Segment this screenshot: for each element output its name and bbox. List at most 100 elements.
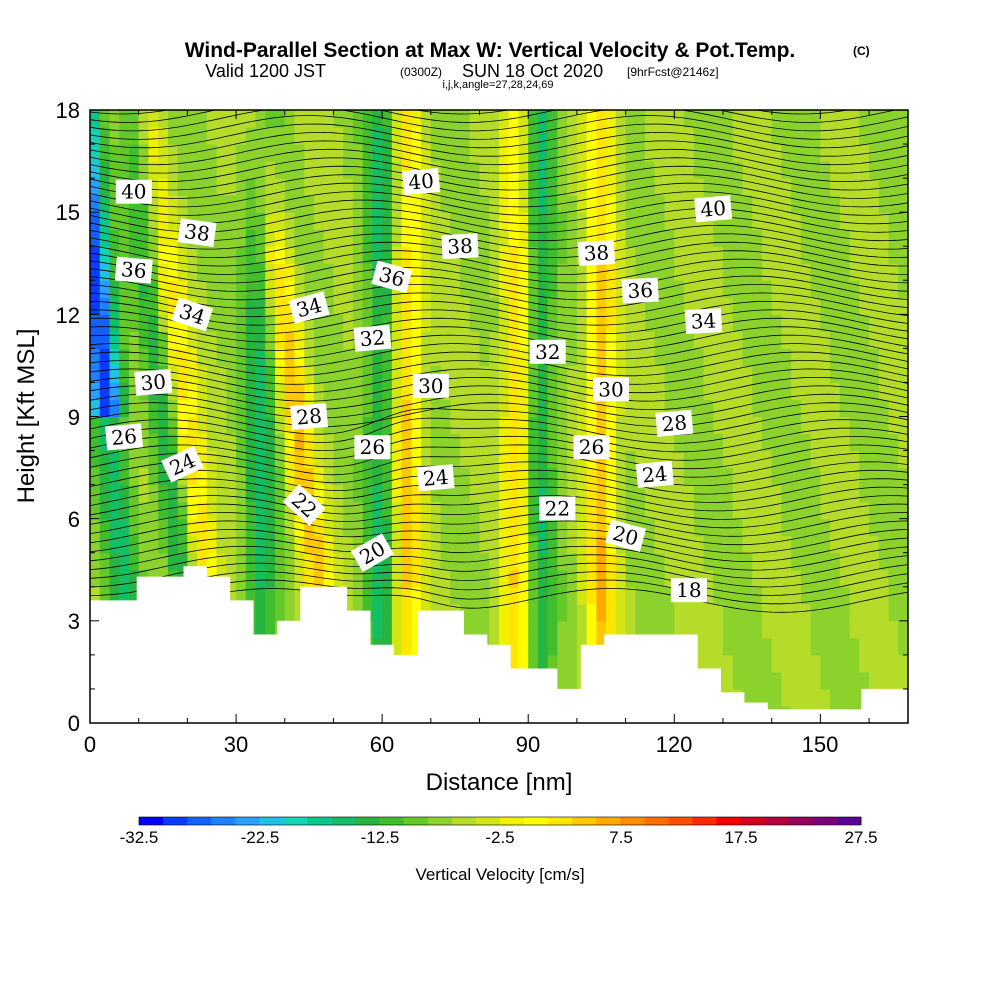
velocity-cell <box>615 161 627 179</box>
velocity-cell <box>275 518 286 537</box>
velocity-cell <box>391 365 403 384</box>
velocity-cell <box>898 654 908 673</box>
colorbar-ticks: -32.5 -22.5 -12.5 -2.5 7.5 17.5 27.5 <box>120 828 878 847</box>
velocity-cell <box>800 161 812 179</box>
velocity-cell <box>362 416 374 435</box>
velocity-cell <box>898 399 908 418</box>
velocity-cell <box>761 484 773 503</box>
velocity-cell <box>265 110 276 128</box>
velocity-cell <box>654 229 666 247</box>
velocity-cell <box>460 382 471 401</box>
velocity-cell <box>508 314 520 332</box>
velocity-cell <box>830 399 841 418</box>
velocity-cell <box>771 314 783 332</box>
velocity-cell <box>722 569 734 588</box>
velocity-cell <box>839 688 851 707</box>
velocity-cell <box>421 263 432 281</box>
velocity-cell <box>158 331 169 349</box>
velocity-cell <box>158 348 169 367</box>
velocity-cell <box>771 620 783 639</box>
velocity-cell <box>849 603 860 622</box>
velocity-cell <box>265 484 276 503</box>
velocity-cell <box>362 178 374 196</box>
velocity-cell <box>294 144 305 162</box>
velocity-cell <box>352 484 364 503</box>
velocity-cell <box>684 144 695 162</box>
velocity-cell <box>460 365 471 384</box>
contour-label-box <box>177 218 217 247</box>
velocity-cell <box>752 297 763 315</box>
velocity-cell <box>352 229 364 247</box>
theta-contour <box>90 174 908 199</box>
velocity-cell <box>869 263 880 281</box>
velocity-cell <box>323 280 335 298</box>
velocity-cell <box>810 688 821 707</box>
velocity-cell <box>352 569 364 588</box>
velocity-cell <box>440 569 451 588</box>
velocity-cell <box>567 348 578 367</box>
velocity-cell <box>90 144 101 162</box>
velocity-cell <box>645 127 656 145</box>
velocity-cell <box>732 195 744 213</box>
velocity-cell <box>206 314 218 332</box>
velocity-cell <box>294 552 305 571</box>
velocity-cell <box>664 603 675 622</box>
velocity-cell <box>537 586 549 605</box>
velocity-cell <box>859 399 870 418</box>
velocity-cell <box>284 212 296 230</box>
velocity-cell <box>849 263 860 281</box>
velocity-cell <box>830 586 841 605</box>
velocity-cell <box>411 229 422 247</box>
velocity-cell <box>693 654 705 673</box>
velocity-cell <box>878 552 890 571</box>
y-tick-label: 15 <box>56 200 80 225</box>
velocity-cell <box>411 195 422 213</box>
velocity-cell <box>236 246 247 264</box>
velocity-cell <box>313 331 325 349</box>
velocity-cell <box>177 535 188 554</box>
velocity-cell <box>537 518 549 537</box>
velocity-cell <box>820 161 831 179</box>
velocity-cell <box>849 671 860 690</box>
velocity-cell <box>469 416 481 435</box>
velocity-cell <box>284 331 296 349</box>
velocity-cell <box>469 535 481 554</box>
theta-contour <box>90 385 908 411</box>
velocity-cell <box>761 450 773 469</box>
velocity-cell <box>722 450 734 469</box>
velocity-cell <box>99 263 111 281</box>
velocity-cell <box>440 450 451 469</box>
theta-contour <box>90 503 908 529</box>
velocity-cell <box>722 654 734 673</box>
velocity-cell <box>391 535 403 554</box>
velocity-cell <box>226 195 237 213</box>
velocity-cell <box>606 586 617 605</box>
velocity-cell <box>177 518 188 537</box>
velocity-cell <box>849 450 860 469</box>
velocity-cell <box>800 246 812 264</box>
velocity-cell <box>440 263 451 281</box>
velocity-cell <box>206 110 218 128</box>
velocity-cell <box>800 297 812 315</box>
velocity-cell <box>869 654 880 673</box>
velocity-cell <box>645 450 656 469</box>
velocity-cell <box>615 110 627 128</box>
velocity-cell <box>343 484 354 503</box>
velocity-cell <box>265 297 276 315</box>
velocity-cell <box>508 331 520 349</box>
velocity-cell <box>99 331 111 349</box>
velocity-cell <box>489 535 500 554</box>
velocity-cell <box>236 518 247 537</box>
velocity-cell <box>771 229 783 247</box>
velocity-cell <box>800 654 812 673</box>
velocity-cell <box>206 348 218 367</box>
velocity-cell <box>878 416 890 435</box>
velocity-cell <box>771 637 783 656</box>
velocity-cell <box>684 348 695 367</box>
velocity-cell <box>391 467 403 486</box>
velocity-cell <box>625 467 636 486</box>
velocity-cell <box>352 212 364 230</box>
velocity-cell <box>518 433 529 452</box>
velocity-cell <box>167 161 179 179</box>
velocity-cell <box>703 127 714 145</box>
